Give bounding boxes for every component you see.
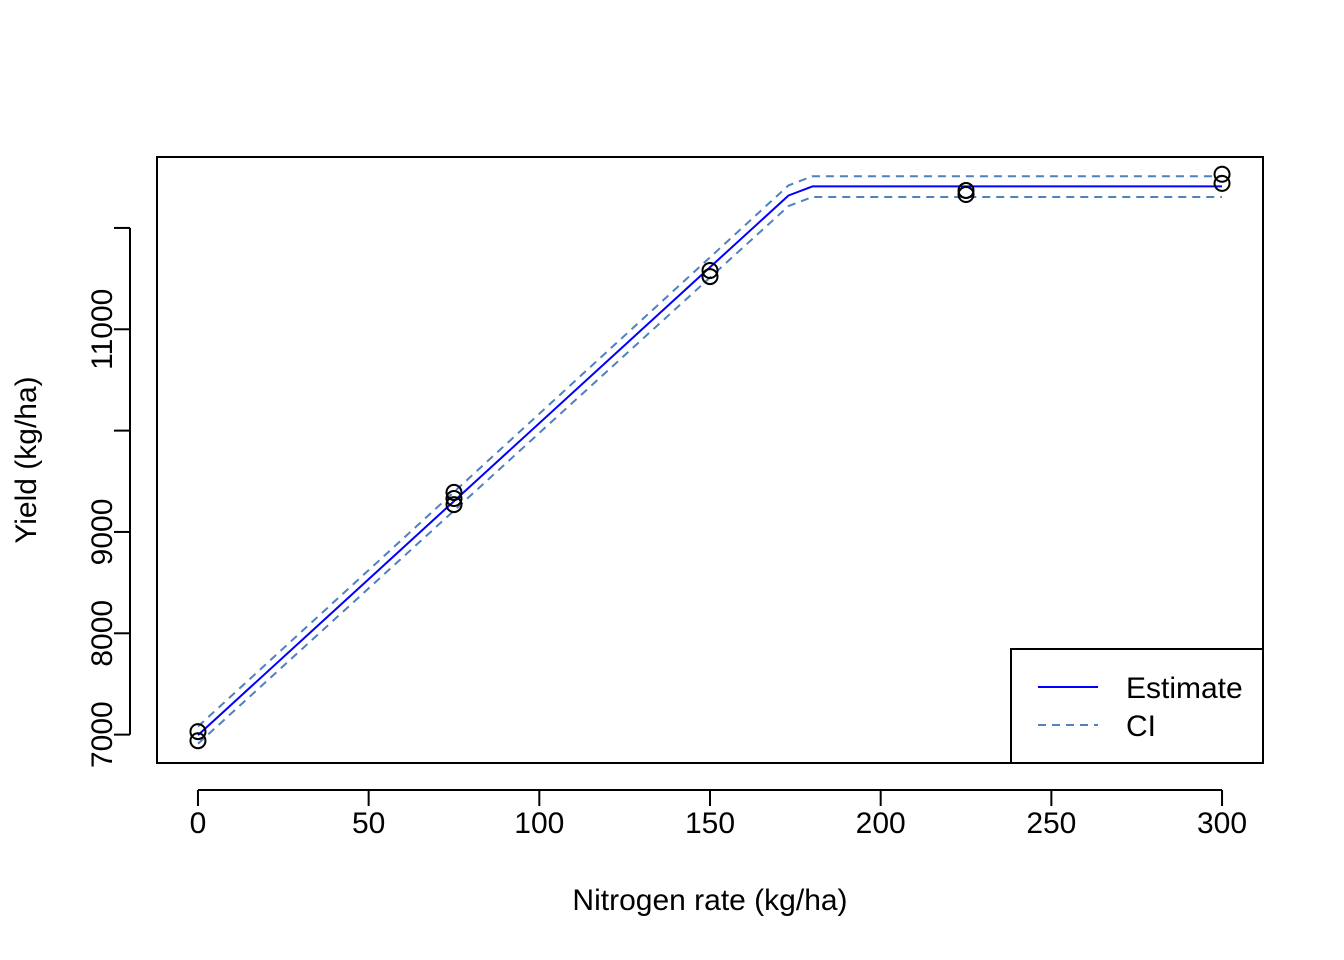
x-tick-label: 300 (1197, 807, 1247, 840)
y-tick-label: 9000 (86, 499, 119, 566)
data-point (189, 732, 207, 750)
legend-box (1010, 648, 1264, 764)
data-point (1213, 165, 1231, 183)
x-tick-label: 50 (352, 807, 385, 840)
data-point (445, 496, 463, 514)
y-tick-label: 7000 (86, 701, 119, 768)
data-point (957, 185, 975, 203)
y-axis: 7000 8000 9000 11000 (86, 226, 131, 768)
x-tick-label: 150 (685, 807, 735, 840)
data-point (701, 261, 719, 279)
legend-estimate-label: Estimate (1126, 672, 1243, 705)
data-point (957, 181, 975, 199)
plot-frame (156, 156, 1264, 764)
y-tick-label: 8000 (86, 600, 119, 667)
x-tick-label: 100 (514, 807, 564, 840)
y-tick-label: 11000 (86, 289, 119, 370)
y-axis-title: Yield (kg/ha) (10, 376, 43, 543)
series-layer (197, 175, 1222, 745)
x-axis: 0 50 100 150 200 250 300 (190, 789, 1247, 840)
data-point (701, 268, 719, 286)
data-point (189, 723, 207, 741)
legend: Estimate CI (1010, 648, 1264, 764)
data-point (445, 483, 463, 501)
series-ci (197, 175, 1222, 728)
x-tick-label: 200 (856, 807, 906, 840)
data-point (1213, 174, 1231, 192)
series-estimate (197, 185, 1222, 736)
x-tick-label: 0 (190, 807, 207, 840)
x-tick-label: 250 (1026, 807, 1076, 840)
points-layer (189, 165, 1231, 750)
series-ci-lower (197, 196, 1222, 745)
data-point (445, 490, 463, 508)
legend-ci-label: CI (1126, 710, 1156, 743)
x-axis-title: Nitrogen rate (kg/ha) (572, 884, 847, 917)
